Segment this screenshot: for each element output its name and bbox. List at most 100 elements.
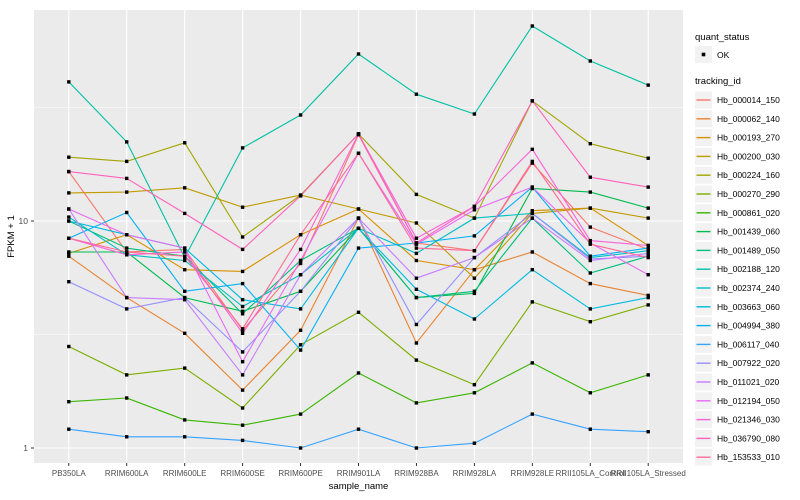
data-point (472, 204, 477, 209)
data-point (183, 186, 187, 190)
data-point (125, 307, 129, 311)
data-point (67, 344, 71, 349)
data-point (183, 211, 187, 216)
data-point (472, 383, 477, 387)
data-point (530, 268, 534, 272)
data-point (530, 250, 534, 254)
data-point (356, 52, 361, 56)
legend-series-label: Hb_000193_270 (717, 133, 780, 143)
data-point (646, 255, 650, 260)
data-point (530, 99, 534, 103)
data-point (472, 234, 477, 238)
y-tick-label: 10 (19, 216, 29, 226)
data-point (298, 289, 303, 293)
data-point (414, 276, 419, 280)
data-point (240, 235, 245, 239)
data-point (530, 209, 534, 213)
data-point (646, 185, 650, 189)
data-point (183, 250, 187, 254)
data-point (298, 343, 303, 347)
data-point (240, 312, 245, 316)
data-point (183, 258, 187, 263)
data-point (414, 295, 419, 300)
x-tick-label: RRIM600SE (220, 469, 264, 478)
data-point (588, 254, 592, 258)
data-point (472, 208, 477, 212)
data-point (530, 300, 534, 304)
data-point (125, 295, 129, 300)
data-point (472, 291, 477, 296)
legend-series-label: Hb_002374_240 (717, 283, 780, 293)
data-point (183, 298, 187, 302)
data-point (240, 388, 245, 392)
data-point (588, 242, 592, 246)
data-point (588, 271, 592, 275)
legend-series-label: Hb_021346_030 (717, 415, 780, 425)
data-point (588, 206, 592, 210)
data-point (530, 159, 534, 164)
data-point (240, 327, 245, 331)
x-tick-label: RRIM928BA (394, 469, 439, 478)
data-point (414, 246, 419, 250)
data-point (183, 254, 187, 258)
data-point (67, 250, 71, 254)
data-point (588, 320, 592, 324)
data-point (646, 206, 650, 210)
x-tick-label: RRIM600PE (278, 469, 322, 478)
data-point (414, 192, 419, 197)
data-point (472, 268, 477, 272)
legend-label-ok: OK (717, 50, 730, 60)
data-point (414, 322, 419, 327)
data-point (183, 246, 187, 250)
data-point (646, 293, 650, 298)
data-point (298, 233, 303, 237)
data-point (183, 295, 187, 300)
data-point (588, 281, 592, 286)
data-point (240, 247, 245, 252)
x-tick-label: RRII105LA_Control (556, 469, 626, 478)
ok-point-icon (701, 52, 706, 57)
data-point (588, 225, 592, 229)
legend-series-label: Hb_001439_060 (717, 227, 780, 237)
data-point (588, 258, 592, 263)
data-point (125, 140, 129, 144)
data-point (588, 190, 592, 194)
x-tick-label: RRIM928LE (511, 469, 555, 478)
data-point (472, 441, 477, 445)
data-point (646, 430, 650, 434)
data-point (530, 211, 534, 216)
data-point (356, 207, 361, 211)
data-point (472, 249, 477, 253)
data-point (125, 233, 129, 237)
data-point (298, 258, 303, 263)
data-point (356, 246, 361, 250)
data-point (356, 151, 361, 155)
data-point (298, 412, 303, 416)
x-tick-label: RRIM901LA (337, 469, 381, 478)
legend-series-label: Hb_011021_020 (717, 377, 780, 387)
data-point (67, 215, 71, 219)
y-axis-title: FPKM + 1 (6, 215, 17, 258)
data-point (125, 210, 129, 215)
legend-series-label: Hb_006117_040 (717, 339, 780, 349)
data-point (125, 176, 129, 181)
data-point (646, 216, 650, 220)
data-point (472, 112, 477, 116)
data-point (414, 251, 419, 256)
x-axis-title: sample_name (329, 481, 389, 492)
legend-series-label: Hb_000062_140 (717, 114, 780, 124)
data-point (67, 207, 71, 211)
x-tick-label: PB350LA (52, 469, 86, 478)
data-point (240, 406, 245, 410)
data-point (240, 350, 245, 354)
data-point (588, 427, 592, 431)
data-point (240, 281, 245, 286)
legend-series-label: Hb_000014_150 (717, 95, 780, 105)
data-point (414, 92, 419, 96)
legend-series-label: Hb_153533_010 (717, 452, 780, 462)
data-point (530, 361, 534, 365)
data-point (646, 373, 650, 377)
data-point (646, 303, 650, 307)
legend-series-label: Hb_000270_290 (717, 189, 780, 199)
